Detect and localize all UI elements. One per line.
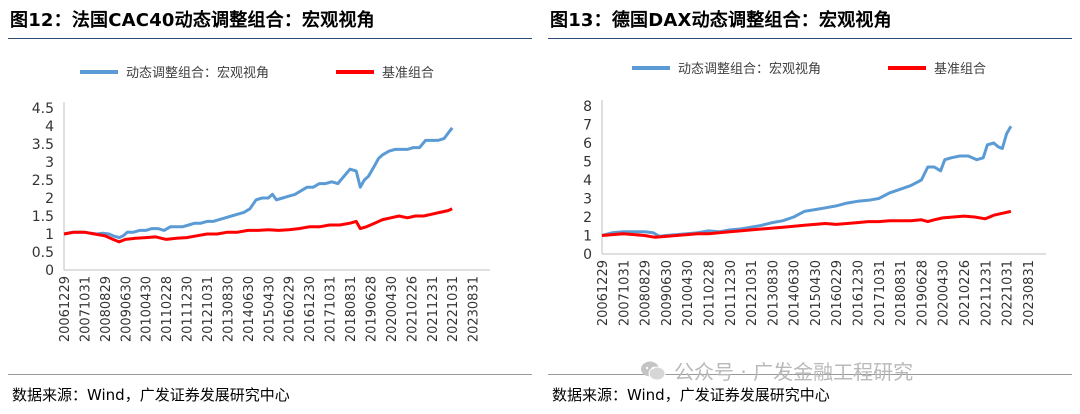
- legend-label: 基准组合: [934, 62, 986, 77]
- x-tick-label: 20171031: [324, 276, 339, 342]
- x-tick-label: 20130830: [766, 260, 781, 326]
- legend-label: 基准组合: [382, 66, 434, 81]
- y-tick-label: 3.5: [32, 137, 54, 153]
- x-tick-label: 20190628: [364, 276, 379, 342]
- x-tick-label: 20210226: [405, 276, 420, 342]
- x-tick-label: 20210226: [958, 260, 973, 326]
- series-line: [601, 125, 1013, 238]
- x-tick-label: 20130830: [221, 276, 236, 342]
- title-divider: [548, 38, 1072, 39]
- y-tick-label: 2: [45, 191, 54, 207]
- wechat-icon: [641, 361, 666, 380]
- x-tick-label: 20100430: [681, 260, 696, 326]
- x-tick-label: 20221031: [446, 276, 461, 342]
- y-tick-label: 4: [45, 119, 54, 135]
- legend-label: 动态调整组合：宏观视角: [678, 62, 821, 77]
- x-tick-label: 20110228: [160, 276, 175, 342]
- x-tick-label: 20071031: [617, 260, 632, 326]
- figure-title: 图13：德国DAX动态调整组合：宏观视角: [550, 10, 892, 31]
- x-tick-label: 20161230: [852, 260, 867, 326]
- x-tick-label: 20100430: [140, 276, 155, 342]
- watermark-text: 公众号 · 广发金融工程研究: [674, 360, 914, 384]
- x-tick-label: 20080829: [639, 260, 654, 326]
- x-tick-label: 20121031: [201, 276, 216, 342]
- x-tick-label: 20211231: [426, 276, 441, 342]
- x-tick-label: 20200430: [385, 276, 400, 342]
- x-tick-label: 20230831: [467, 276, 482, 342]
- series-line: [63, 126, 454, 240]
- y-tick-label: 0: [45, 263, 54, 279]
- x-tick-label: 20180831: [344, 276, 359, 342]
- source-divider: [548, 374, 1072, 375]
- y-tick-label: 1.5: [32, 209, 54, 225]
- y-tick-label: 7: [583, 118, 592, 134]
- title-divider: [8, 38, 532, 39]
- x-tick-label: 20121031: [745, 260, 760, 326]
- y-tick-label: 3: [583, 192, 592, 208]
- figure-dax: 图13：德国DAX动态调整组合：宏观视角 动态调整组合：宏观视角 基准组合 0 1 2 3…: [540, 0, 1080, 414]
- y-tick-label: 0.5: [32, 245, 54, 261]
- x-tick-label: 20211231: [979, 260, 994, 326]
- legend-label: 动态调整组合：宏观视角: [126, 66, 269, 81]
- x-tick-label: 20111230: [724, 260, 739, 326]
- y-tick-label: 2: [583, 210, 592, 226]
- figure-title: 图12：法国CAC40动态调整组合：宏观视角: [10, 10, 375, 31]
- chart-cac40: 动态调整组合：宏观视角 基准组合 0 0.5 1 1.5 2 2.5 3 3.5 4 4.5 20061…: [32, 66, 490, 342]
- x-tick-label: 20160229: [830, 260, 845, 326]
- y-tick-label: 5: [583, 155, 592, 171]
- x-tick-label: 20200430: [937, 260, 952, 326]
- x-tick-label: 20160229: [283, 276, 298, 342]
- x-tick-label: 20080829: [99, 276, 114, 342]
- y-tick-label: 8: [583, 99, 592, 115]
- x-tick-label: 20111230: [181, 276, 196, 342]
- x-tick-label: 20110228: [702, 260, 717, 326]
- x-tick-label: 20140630: [788, 260, 803, 326]
- x-tick-label: 20071031: [78, 276, 93, 342]
- x-tick-label: 20061229: [596, 260, 611, 326]
- y-tick-label: 4.5: [32, 101, 54, 117]
- y-tick-label: 1: [45, 227, 54, 243]
- source-divider: [8, 374, 532, 375]
- series-line: [63, 207, 453, 244]
- x-tick-label: 20061229: [58, 276, 73, 342]
- source-note: 数据来源：Wind，广发证券发展研究中心: [12, 386, 290, 404]
- x-tick-label: 20190628: [915, 260, 930, 326]
- y-tick-label: 2.5: [32, 173, 54, 189]
- figure-cac40: 图12：法国CAC40动态调整组合：宏观视角 动态调整组合：宏观视角 基准组合 0 0…: [8, 10, 532, 404]
- y-tick-label: 1: [583, 229, 592, 245]
- x-tick-label: 20150430: [262, 276, 277, 342]
- x-tick-label: 20230831: [1022, 260, 1037, 326]
- x-tick-label: 20090630: [660, 260, 675, 326]
- y-tick-label: 4: [583, 173, 592, 189]
- x-tick-label: 20221031: [1001, 260, 1016, 326]
- x-tick-label: 20150430: [809, 260, 824, 326]
- watermark: 公众号 · 广发金融工程研究: [640, 356, 913, 385]
- x-tick-label: 20180831: [894, 260, 909, 326]
- source-note: 数据来源：Wind，广发证券发展研究中心: [552, 386, 830, 404]
- x-tick-label: 20090630: [119, 276, 134, 342]
- y-tick-label: 6: [583, 136, 592, 152]
- series-line: [601, 209, 1012, 239]
- y-tick-label: 0: [583, 247, 592, 263]
- x-tick-label: 20140630: [242, 276, 257, 342]
- x-tick-label: 20161230: [303, 276, 318, 342]
- y-tick-label: 3: [45, 155, 54, 171]
- chart-dax: 动态调整组合：宏观视角 基准组合 0 1 2 3 4 5 6 7 8 20061229 20071031…: [583, 62, 1046, 326]
- x-tick-label: 20171031: [873, 260, 888, 326]
